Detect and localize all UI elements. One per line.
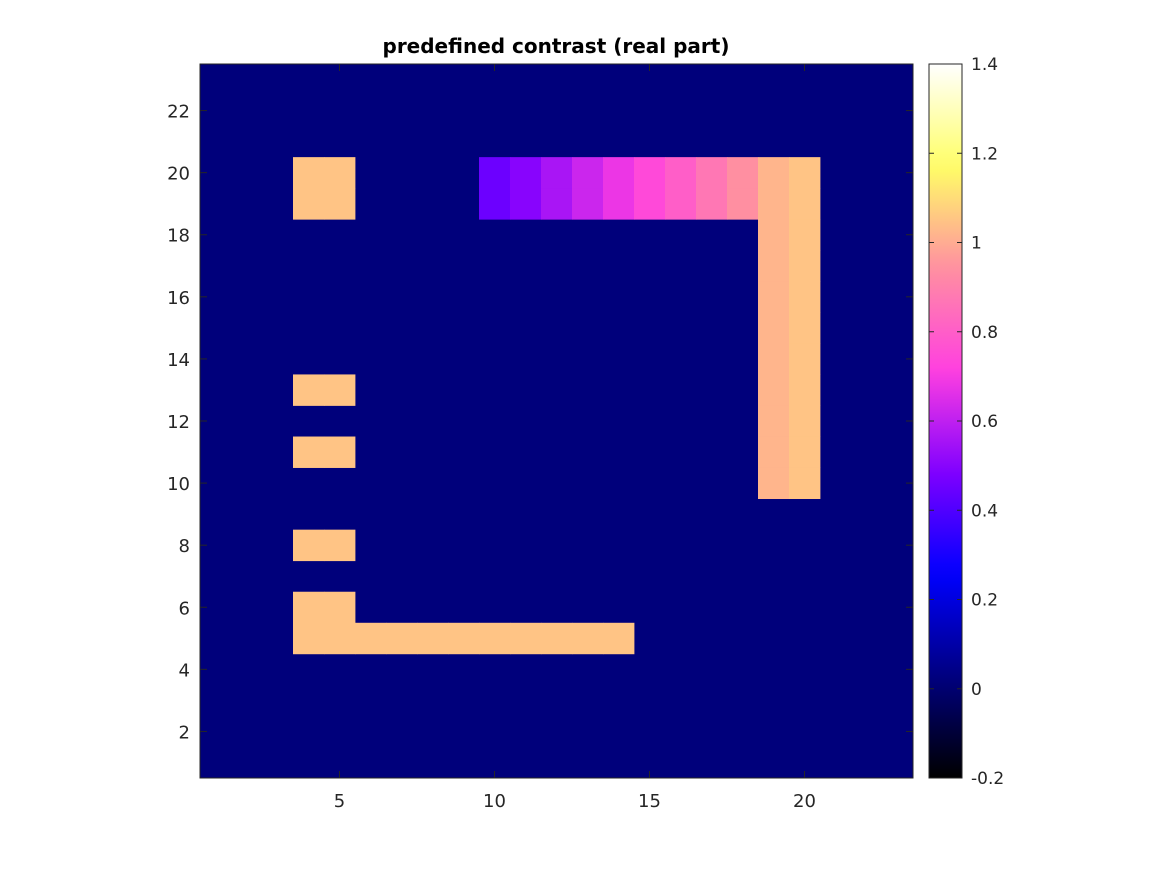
- heatmap-cell: [789, 374, 820, 405]
- heatmap-cell: [758, 437, 789, 468]
- heatmap-cell: [479, 623, 510, 654]
- y-tick-label: 22: [167, 102, 190, 123]
- heatmap-cell: [324, 623, 355, 654]
- heatmap-cell: [293, 437, 324, 468]
- heatmap-cell: [758, 343, 789, 374]
- heatmap-cell: [293, 530, 324, 561]
- heatmap-cell: [789, 157, 820, 188]
- heatmap-cell: [789, 343, 820, 374]
- heatmap-cell: [417, 623, 448, 654]
- heatmap-cell: [324, 592, 355, 623]
- heatmap-cell: [603, 623, 634, 654]
- heatmap-cell: [789, 468, 820, 499]
- y-tick-label: 18: [167, 226, 190, 247]
- heatmap-cell: [293, 623, 324, 654]
- heatmap-cell: [758, 374, 789, 405]
- heatmap-cell: [324, 530, 355, 561]
- y-tick-label: 2: [179, 722, 190, 743]
- y-tick-label: 16: [167, 288, 190, 309]
- heatmap-cell: [293, 592, 324, 623]
- y-tick-label: 14: [167, 350, 190, 371]
- heatmap-cell: [789, 219, 820, 250]
- colorbar: -0.2 0 0.2 0.4 0.6 0.8 1 1.2 1.4: [929, 55, 1004, 789]
- heatmap-cell: [603, 188, 634, 219]
- heatmap-cell: [758, 405, 789, 436]
- heatmap-cell: [696, 157, 727, 188]
- heatmap-cell: [758, 157, 789, 188]
- y-tick-label: 12: [167, 412, 190, 433]
- heatmap-cell: [758, 250, 789, 281]
- heatmap-cell: [510, 188, 541, 219]
- x-tick-label: 5: [334, 791, 345, 812]
- heatmap-cell: [324, 188, 355, 219]
- y-tick-label: 8: [179, 536, 190, 557]
- heatmap-cell: [789, 188, 820, 219]
- heatmap-cell: [541, 623, 572, 654]
- colorbar-tick-label: 0: [971, 680, 982, 700]
- x-tick-label: 10: [483, 791, 506, 812]
- heatmap-cell: [479, 188, 510, 219]
- heatmap-cell: [355, 623, 386, 654]
- heatmap-cell: [572, 157, 603, 188]
- x-tick-label: 20: [793, 791, 816, 812]
- heatmap-cell: [758, 281, 789, 312]
- y-tick-label: 4: [179, 660, 190, 681]
- colorbar-tick-label: 0.4: [971, 501, 998, 521]
- y-tick-label: 10: [167, 474, 190, 495]
- colorbar-tick-label: 1.4: [971, 55, 998, 75]
- heatmap-cell: [293, 374, 324, 405]
- heatmap-cell: [386, 623, 417, 654]
- heatmap-cell: [665, 157, 696, 188]
- heatmap-cell: [789, 405, 820, 436]
- y-tick-label: 6: [179, 598, 190, 619]
- heatmap-cell: [324, 157, 355, 188]
- heatmap-cell: [324, 437, 355, 468]
- x-tick-label: 15: [638, 791, 661, 812]
- heatmap-cell: [758, 312, 789, 343]
- heatmap-cell: [758, 188, 789, 219]
- heatmap-cell: [758, 219, 789, 250]
- heatmap-cell: [789, 312, 820, 343]
- plot-area: [200, 64, 913, 778]
- heatmap-cell: [510, 623, 541, 654]
- heatmap-cell: [634, 188, 665, 219]
- heatmap-cell: [665, 188, 696, 219]
- heatmap-cell: [789, 437, 820, 468]
- colorbar-tick-label: 1: [971, 234, 982, 254]
- heatmap-cell: [789, 250, 820, 281]
- colorbar-tick-label: 0.2: [971, 591, 998, 611]
- y-tick-label: 20: [167, 164, 190, 185]
- heatmap-cell: [727, 157, 758, 188]
- heatmap-cell: [541, 157, 572, 188]
- heatmap-cell: [727, 188, 758, 219]
- colorbar-tick-label: -0.2: [971, 769, 1004, 789]
- heatmap-cell: [510, 157, 541, 188]
- heatmap-cell: [541, 188, 572, 219]
- colorbar-tick-label: 0.6: [971, 412, 998, 432]
- heatmap-cell: [603, 157, 634, 188]
- heatmap-cell: [448, 623, 479, 654]
- heatmap-cell: [479, 157, 510, 188]
- heatmap-cell: [634, 157, 665, 188]
- heatmap-cell: [572, 623, 603, 654]
- heatmap-cell: [572, 188, 603, 219]
- colorbar-tick-label: 0.8: [971, 323, 998, 343]
- heatmap-cell: [789, 281, 820, 312]
- heatmap-cell: [293, 157, 324, 188]
- chart-title: predefined contrast (real part): [383, 34, 730, 58]
- heatmap-cell: [324, 374, 355, 405]
- colorbar-tick-label: 1.2: [971, 144, 998, 164]
- heatmap-cell: [758, 468, 789, 499]
- heatmap-cell: [293, 188, 324, 219]
- heatmap-cell: [696, 188, 727, 219]
